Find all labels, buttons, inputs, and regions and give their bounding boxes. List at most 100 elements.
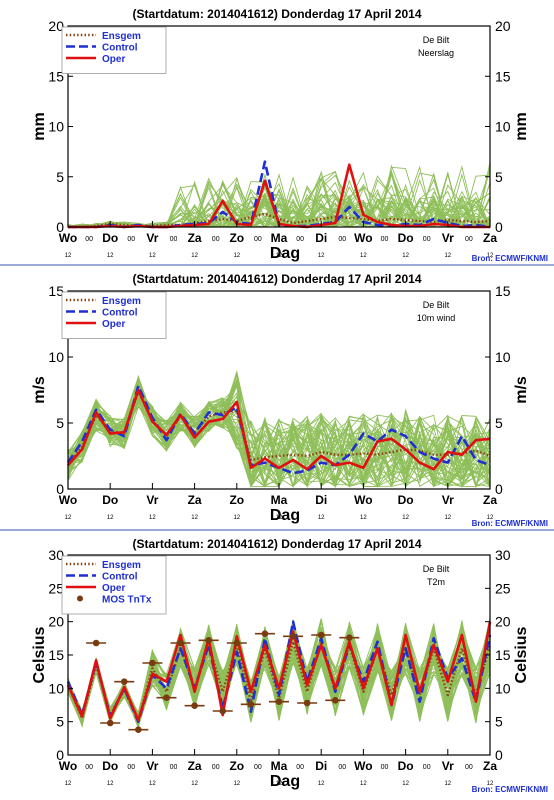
y-tick-label-left: 5 xyxy=(56,169,64,185)
legend-box xyxy=(61,291,167,339)
y-tick-label-left: 15 xyxy=(48,68,64,84)
ensemble-member-line xyxy=(68,620,490,727)
variable-label: Neerslag xyxy=(418,48,454,58)
x-sub-label: 12 xyxy=(444,253,451,259)
mos-point xyxy=(317,631,325,639)
mos-point xyxy=(331,697,339,704)
x-day-label: Do xyxy=(398,493,414,507)
y-axis-label-left: Celsius xyxy=(31,626,48,683)
panel-1: (Startdatum: 2014041612) Donderdag 17 Ap… xyxy=(31,7,548,263)
y-tick-label-right: 5 xyxy=(495,169,503,185)
series-control-line xyxy=(66,620,492,724)
x-sub-label: 12 xyxy=(360,515,367,521)
y-tick-label-right: 20 xyxy=(495,18,511,34)
y-tick-label-left: 5 xyxy=(56,415,64,431)
y-tick-label-left: 10 xyxy=(48,680,64,696)
x-sub-label: 00 xyxy=(338,236,346,243)
source-label: Bron: ECMWF/KNMI xyxy=(472,519,548,528)
legend-label: MOS TnTx xyxy=(102,595,152,606)
mos-point xyxy=(289,633,297,640)
legend-label: Ensgem xyxy=(102,31,141,42)
x-sub-label: 12 xyxy=(444,515,451,521)
x-day-label: Do xyxy=(102,493,118,507)
y-tick-label-left: 10 xyxy=(48,119,64,135)
station-label: De Bilt xyxy=(423,35,450,45)
x-day-label: Wo xyxy=(354,493,372,507)
x-axis-label: Dag xyxy=(270,245,300,262)
series-oper-line xyxy=(66,621,492,722)
y-tick-label-right: 15 xyxy=(495,647,511,663)
x-day-label: Vr xyxy=(442,759,454,773)
x-sub-label: 00 xyxy=(170,236,178,243)
y-tick-label-right: 25 xyxy=(495,580,511,596)
ensemble-member-line xyxy=(68,179,490,227)
x-axis-label: Dag xyxy=(270,773,300,790)
mos-point xyxy=(191,702,198,709)
panel-header: (Startdatum: 2014041612) Donderdag 17 Ap… xyxy=(132,272,421,286)
variable-label: 10m wind xyxy=(417,313,456,323)
y-tick-label-left: 25 xyxy=(48,580,64,596)
x-sub-label: 00 xyxy=(381,236,389,243)
x-sub-label: 12 xyxy=(318,781,325,787)
x-sub-label: 12 xyxy=(487,253,494,259)
x-day-label: Za xyxy=(188,493,202,507)
x-day-label: Vr xyxy=(146,493,158,507)
y-tick-label-left: 30 xyxy=(48,547,64,563)
station-label: De Bilt xyxy=(423,564,450,574)
legend-label: Oper xyxy=(102,583,125,594)
x-sub-label: 00 xyxy=(127,236,135,243)
x-sub-label: 00 xyxy=(254,236,262,243)
x-sub-label: 12 xyxy=(107,515,114,521)
mos-point xyxy=(177,639,184,647)
x-sub-label: 00 xyxy=(85,236,93,243)
y-tick-label-right: 5 xyxy=(495,415,503,431)
source-label: Bron: ECMWF/KNMI xyxy=(472,785,548,794)
x-day-label: Za xyxy=(483,493,497,507)
y-tick-label-left: 20 xyxy=(48,614,64,630)
x-sub-label: 00 xyxy=(296,764,304,771)
mos-point xyxy=(92,639,100,647)
y-tick-label-left: 15 xyxy=(48,283,64,299)
x-day-label: Di xyxy=(315,493,327,507)
x-day-label: Zo xyxy=(229,231,244,245)
x-day-label: Di xyxy=(315,231,327,245)
y-axis-label-left: mm xyxy=(31,112,48,140)
series-control-line xyxy=(66,384,491,475)
mos-point xyxy=(205,637,212,644)
mos-point xyxy=(233,639,241,647)
x-day-label: Wo xyxy=(59,759,77,773)
x-sub-label: 12 xyxy=(318,253,325,259)
x-day-label: Ma xyxy=(271,493,288,507)
y-tick-label-left: 0 xyxy=(56,219,64,235)
y-tick-label-right: 5 xyxy=(495,714,503,730)
x-day-label: Za xyxy=(483,759,497,773)
mos-point xyxy=(346,634,353,641)
x-sub-label: 00 xyxy=(465,236,473,243)
x-sub-label: 12 xyxy=(107,253,114,259)
ensemble-members xyxy=(68,162,490,227)
legend-label: Control xyxy=(102,43,138,54)
y-tick-label-left: 20 xyxy=(48,18,64,34)
x-sub-label: 12 xyxy=(149,253,156,259)
x-day-label: Wo xyxy=(354,231,372,245)
mos-point xyxy=(120,678,128,685)
x-day-label: Za xyxy=(188,231,202,245)
x-day-label: Ma xyxy=(271,759,288,773)
x-sub-label: 12 xyxy=(233,515,240,521)
legend-label: Control xyxy=(102,308,138,319)
x-sub-label: 00 xyxy=(212,764,220,771)
station-label: De Bilt xyxy=(423,300,450,310)
x-sub-label: 00 xyxy=(254,764,262,771)
ensemble-member-line xyxy=(68,375,490,488)
mos-point xyxy=(106,719,114,727)
x-day-label: Vr xyxy=(146,759,158,773)
y-axis-label-left: m/s xyxy=(31,376,48,404)
y-axis-label-right: Celsius xyxy=(513,626,530,683)
mos-point xyxy=(219,707,227,715)
x-sub-label: 12 xyxy=(487,515,494,521)
panel-header: (Startdatum: 2014041612) Donderdag 17 Ap… xyxy=(132,7,421,21)
y-tick-label-right: 15 xyxy=(495,68,511,84)
mos-point xyxy=(135,726,142,733)
x-sub-label: 12 xyxy=(191,515,198,521)
